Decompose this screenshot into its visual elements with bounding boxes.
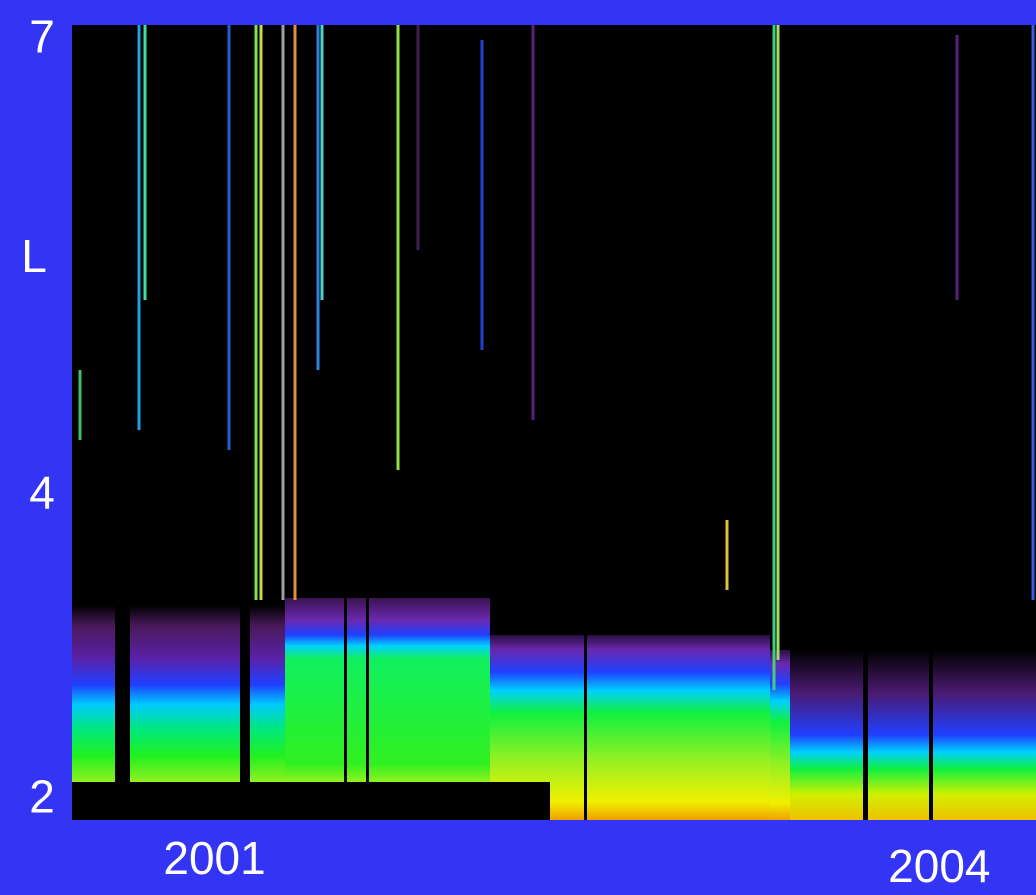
heat-band bbox=[790, 650, 1036, 820]
no-data bbox=[240, 600, 250, 820]
y-tick-label: 4 bbox=[29, 466, 55, 518]
no-data bbox=[72, 782, 550, 820]
no-data bbox=[115, 600, 130, 820]
chart: L 2 4 7 2001 2004 bbox=[0, 0, 1036, 895]
no-data bbox=[344, 590, 347, 820]
no-data bbox=[366, 590, 369, 820]
heat-band bbox=[72, 605, 285, 782]
no-data bbox=[863, 640, 868, 820]
x-tick-label: 2004 bbox=[888, 840, 990, 892]
y-tick-label: 7 bbox=[29, 10, 55, 62]
y-tick-label: 2 bbox=[29, 770, 55, 822]
y-axis-label: L bbox=[21, 230, 47, 282]
no-data bbox=[929, 640, 933, 820]
page: L 24720012004 (() => { const data = JSON… bbox=[0, 0, 1036, 895]
x-tick-label: 2001 bbox=[163, 832, 265, 884]
heat-band bbox=[285, 598, 490, 782]
no-data bbox=[584, 630, 587, 820]
